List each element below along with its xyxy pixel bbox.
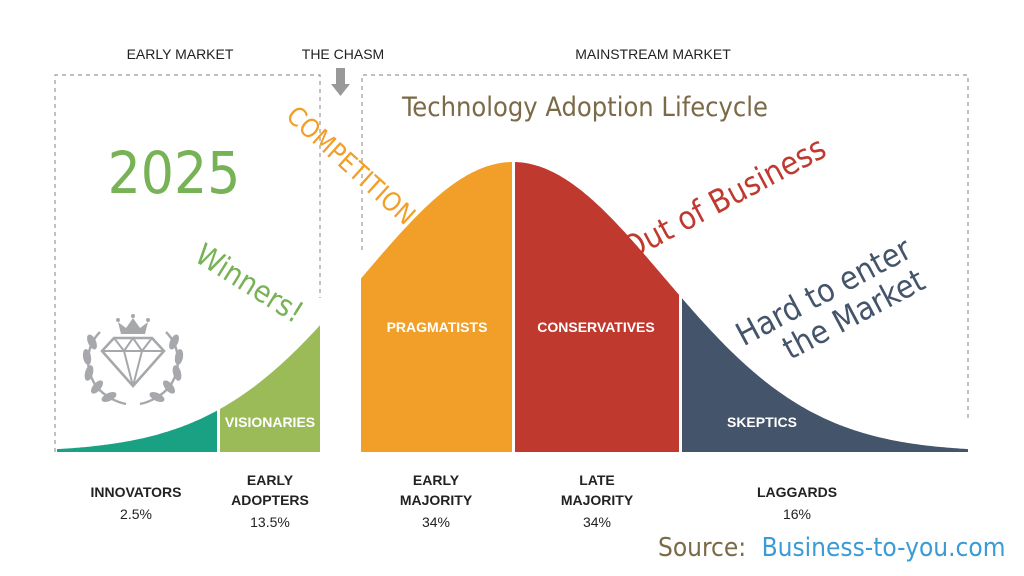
category-innovators: INNOVATORS 2.5% (90, 484, 181, 522)
arrow-down-icon (331, 68, 350, 96)
winners-label: Winners! (189, 237, 310, 330)
out-of-business-label: Out of Business (616, 129, 833, 268)
category-early-adopters: EARLY ADOPTERS 13.5% (231, 472, 309, 530)
early-majority-percent: 34% (422, 514, 450, 530)
early-majority-name-line2: MAJORITY (400, 492, 473, 508)
segment-laggards (682, 298, 968, 452)
early-market-header: EARLY MARKET (127, 46, 234, 62)
laggards-name: LAGGARDS (757, 484, 837, 500)
mainstream-market-header: MAINSTREAM MARKET (575, 46, 731, 62)
segment-late-majority (515, 162, 679, 452)
laggards-percent: 16% (783, 506, 811, 522)
source-credit: Source: Business-to-you.com (658, 533, 1006, 563)
visionaries-label: VISIONARIES (225, 414, 315, 430)
late-majority-percent: 34% (583, 514, 611, 530)
innovators-percent: 2.5% (120, 506, 152, 522)
early-adopters-name-line2: ADOPTERS (231, 492, 309, 508)
segment-early-majority (361, 162, 512, 452)
mainstream-market-frame (361, 74, 969, 420)
early-market-frame (54, 74, 321, 452)
late-majority-name-line2: MAJORITY (561, 492, 634, 508)
innovators-name: INNOVATORS (90, 484, 181, 500)
year-label: 2025 (108, 139, 241, 207)
late-majority-name-line1: LATE (579, 472, 615, 488)
competition-label: COMPETITION (280, 101, 421, 232)
category-laggards: LAGGARDS 16% (757, 484, 837, 522)
source-label: Source: (658, 533, 746, 563)
segment-innovators (57, 410, 217, 452)
conservatives-label: CONSERVATIVES (537, 319, 654, 335)
pragmatists-label: PRAGMATISTS (387, 319, 488, 335)
crown-diamond-laurel-icon (82, 314, 184, 406)
category-late-majority: LATE MAJORITY 34% (561, 472, 634, 530)
early-adopters-name-line1: EARLY (247, 472, 294, 488)
early-adopters-percent: 13.5% (250, 514, 290, 530)
diagram-title: Technology Adoption Lifecycle (401, 92, 768, 123)
category-early-majority: EARLY MAJORITY 34% (400, 472, 473, 530)
segment-early-adopters (220, 325, 320, 452)
source-site: Business-to-you.com (762, 533, 1006, 563)
early-majority-name-line1: EARLY (413, 472, 460, 488)
hard-to-enter-label: Hard to enter the Market (729, 230, 931, 368)
skeptics-label: SKEPTICS (727, 414, 797, 430)
chasm-header: THE CHASM (302, 46, 384, 62)
